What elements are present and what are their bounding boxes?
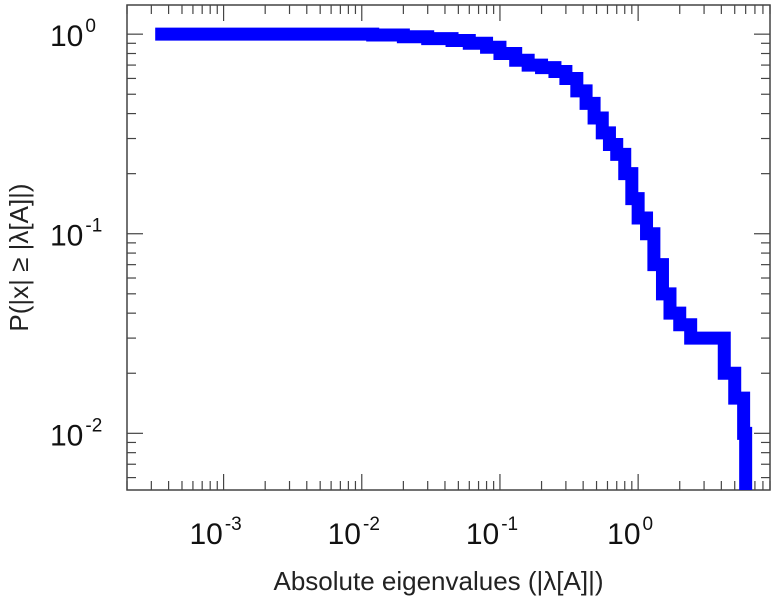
y-tick-base: 10: [50, 220, 83, 253]
series-line-1: [155, 27, 753, 490]
x-tick-base: 10: [328, 518, 361, 551]
x-tick-base: 10: [466, 518, 499, 551]
y-tick-exponent: -2: [85, 415, 102, 436]
series-layer: [155, 27, 753, 490]
y-axis-label: P(|x| ≥ |λ[A]|): [4, 183, 34, 331]
y-tick-label: 10 -2: [50, 415, 102, 452]
x-tick-exponent: -2: [363, 514, 380, 535]
major-ticks: [127, 5, 770, 490]
minor-ticks: [126, 5, 771, 490]
x-tick-base: 10: [189, 518, 222, 551]
x-tick-label: 10 -1: [466, 514, 518, 551]
x-tick-labels: 10 -3 10 -2 10 -1 10 0: [189, 514, 653, 551]
x-tick-exponent: -3: [225, 514, 242, 535]
x-tick-label: 10 -3: [189, 514, 241, 551]
plot-frame: [126, 4, 771, 491]
x-tick-base: 10: [607, 518, 640, 551]
x-axis-label: Absolute eigenvalues (|λ[A]|): [273, 566, 603, 596]
y-tick-label: 10 -1: [50, 216, 102, 253]
x-tick-exponent: 0: [643, 514, 654, 535]
x-tick-label: 10 0: [607, 514, 653, 551]
y-tick-exponent: 0: [85, 16, 96, 37]
x-tick-exponent: -1: [501, 514, 518, 535]
y-tick-base: 10: [50, 419, 83, 452]
x-tick-label: 10 -2: [328, 514, 380, 551]
y-tick-label: 10 0: [50, 16, 96, 53]
y-tick-base: 10: [50, 20, 83, 53]
y-tick-exponent: -1: [85, 216, 102, 237]
